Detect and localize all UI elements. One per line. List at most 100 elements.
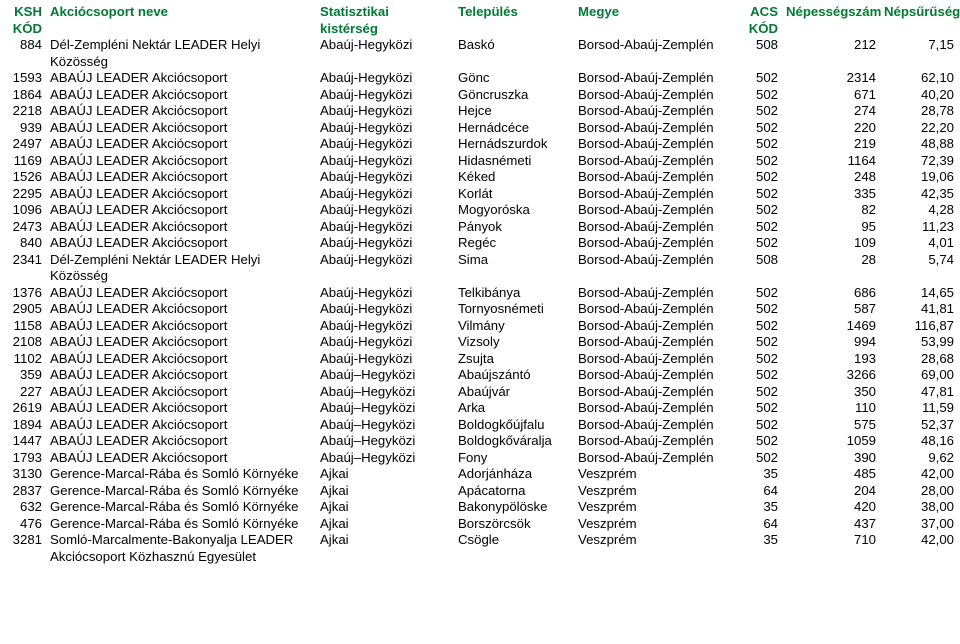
cell-ksh: 1102	[6, 351, 46, 368]
cell-tel: Hidasnémeti	[454, 153, 574, 170]
cell-dens: 48,16	[880, 433, 958, 450]
table-row: 2341Dél-Zempléni Nektár LEADER Helyi Köz…	[6, 252, 958, 285]
cell-acs: 502	[740, 301, 782, 318]
cell-pop: 390	[782, 450, 880, 467]
cell-acs: 502	[740, 235, 782, 252]
cell-ksh: 2108	[6, 334, 46, 351]
cell-acs: 502	[740, 318, 782, 335]
cell-megye: Borsod-Abaúj-Zemplén	[574, 318, 740, 335]
cell-kist: Abaúj-Hegyközi	[316, 202, 454, 219]
cell-name: Gerence-Marcal-Rába és Somló Környéke	[46, 466, 316, 483]
cell-kist: Abaúj-Hegyközi	[316, 153, 454, 170]
cell-name: ABAÚJ LEADER Akciócsoport	[46, 153, 316, 170]
cell-acs: 502	[740, 186, 782, 203]
cell-pop: 575	[782, 417, 880, 434]
cell-name: Somló-Marcalmente-Bakonyalja LEADER Akci…	[46, 532, 316, 565]
cell-kist: Abaúj-Hegyközi	[316, 169, 454, 186]
cell-megye: Borsod-Abaúj-Zemplén	[574, 301, 740, 318]
cell-kist: Ajkai	[316, 466, 454, 483]
cell-kist: Abaúj-Hegyközi	[316, 186, 454, 203]
cell-pop: 1469	[782, 318, 880, 335]
table-row: 840ABAÚJ LEADER AkciócsoportAbaúj-Hegykö…	[6, 235, 958, 252]
cell-ksh: 2497	[6, 136, 46, 153]
cell-tel: Kéked	[454, 169, 574, 186]
cell-pop: 219	[782, 136, 880, 153]
col-megye: Megye	[574, 4, 740, 37]
cell-acs: 502	[740, 70, 782, 87]
table-row: 1447ABAÚJ LEADER AkciócsoportAbaúj–Hegyk…	[6, 433, 958, 450]
cell-acs: 35	[740, 466, 782, 483]
cell-name: ABAÚJ LEADER Akciócsoport	[46, 334, 316, 351]
cell-dens: 42,35	[880, 186, 958, 203]
col-acs: ACS KÓD	[740, 4, 782, 37]
cell-pop: 420	[782, 499, 880, 516]
cell-acs: 502	[740, 400, 782, 417]
table-row: 476Gerence-Marcal-Rába és Somló Környéke…	[6, 516, 958, 533]
cell-acs: 502	[740, 417, 782, 434]
cell-megye: Borsod-Abaúj-Zemplén	[574, 285, 740, 302]
cell-pop: 1059	[782, 433, 880, 450]
cell-tel: Abaújvár	[454, 384, 574, 401]
cell-acs: 502	[740, 219, 782, 236]
data-table: KSH KÓD Akciócsoport neve Statisztikai k…	[6, 4, 958, 565]
cell-ksh: 3130	[6, 466, 46, 483]
cell-tel: Vizsoly	[454, 334, 574, 351]
cell-name: ABAÚJ LEADER Akciócsoport	[46, 70, 316, 87]
cell-dens: 28,78	[880, 103, 958, 120]
cell-tel: Göncruszka	[454, 87, 574, 104]
cell-name: Dél-Zempléni Nektár LEADER Helyi Közössé…	[46, 252, 316, 285]
cell-ksh: 1793	[6, 450, 46, 467]
cell-dens: 11,23	[880, 219, 958, 236]
cell-name: ABAÚJ LEADER Akciócsoport	[46, 103, 316, 120]
table-row: 2473ABAÚJ LEADER AkciócsoportAbaúj-Hegyk…	[6, 219, 958, 236]
cell-dens: 22,20	[880, 120, 958, 137]
cell-pop: 350	[782, 384, 880, 401]
cell-name: ABAÚJ LEADER Akciócsoport	[46, 120, 316, 137]
cell-acs: 502	[740, 120, 782, 137]
cell-ksh: 227	[6, 384, 46, 401]
cell-dens: 69,00	[880, 367, 958, 384]
cell-megye: Borsod-Abaúj-Zemplén	[574, 384, 740, 401]
cell-ksh: 1526	[6, 169, 46, 186]
cell-tel: Zsujta	[454, 351, 574, 368]
cell-ksh: 2837	[6, 483, 46, 500]
cell-tel: Baskó	[454, 37, 574, 70]
cell-dens: 52,37	[880, 417, 958, 434]
table-row: 1793ABAÚJ LEADER AkciócsoportAbaúj–Hegyk…	[6, 450, 958, 467]
cell-megye: Veszprém	[574, 516, 740, 533]
col-pop: Népességszám	[782, 4, 880, 37]
cell-kist: Ajkai	[316, 516, 454, 533]
cell-pop: 686	[782, 285, 880, 302]
cell-megye: Borsod-Abaúj-Zemplén	[574, 219, 740, 236]
cell-kist: Abaúj-Hegyközi	[316, 70, 454, 87]
table-row: 1376ABAÚJ LEADER AkciócsoportAbaúj-Hegyk…	[6, 285, 958, 302]
table-row: 3130Gerence-Marcal-Rába és Somló Környék…	[6, 466, 958, 483]
cell-dens: 28,68	[880, 351, 958, 368]
cell-pop: 28	[782, 252, 880, 285]
cell-megye: Borsod-Abaúj-Zemplén	[574, 120, 740, 137]
cell-dens: 116,87	[880, 318, 958, 335]
cell-kist: Abaúj-Hegyközi	[316, 103, 454, 120]
table-row: 2108ABAÚJ LEADER AkciócsoportAbaúj-Hegyk…	[6, 334, 958, 351]
cell-megye: Borsod-Abaúj-Zemplén	[574, 235, 740, 252]
cell-acs: 35	[740, 532, 782, 565]
table-row: 1864ABAÚJ LEADER AkciócsoportAbaúj-Hegyk…	[6, 87, 958, 104]
cell-megye: Borsod-Abaúj-Zemplén	[574, 37, 740, 70]
cell-dens: 5,74	[880, 252, 958, 285]
cell-tel: Pányok	[454, 219, 574, 236]
cell-dens: 42,00	[880, 466, 958, 483]
cell-kist: Abaúj-Hegyközi	[316, 120, 454, 137]
cell-ksh: 1169	[6, 153, 46, 170]
cell-ksh: 2341	[6, 252, 46, 285]
cell-kist: Abaúj-Hegyközi	[316, 87, 454, 104]
cell-tel: Bakonypölöske	[454, 499, 574, 516]
cell-dens: 37,00	[880, 516, 958, 533]
cell-name: Gerence-Marcal-Rába és Somló Környéke	[46, 483, 316, 500]
table-row: 2837Gerence-Marcal-Rába és Somló Környék…	[6, 483, 958, 500]
cell-tel: Tornyosnémeti	[454, 301, 574, 318]
cell-tel: Vilmány	[454, 318, 574, 335]
cell-dens: 47,81	[880, 384, 958, 401]
cell-name: Gerence-Marcal-Rába és Somló Környéke	[46, 516, 316, 533]
cell-acs: 502	[740, 450, 782, 467]
cell-ksh: 476	[6, 516, 46, 533]
